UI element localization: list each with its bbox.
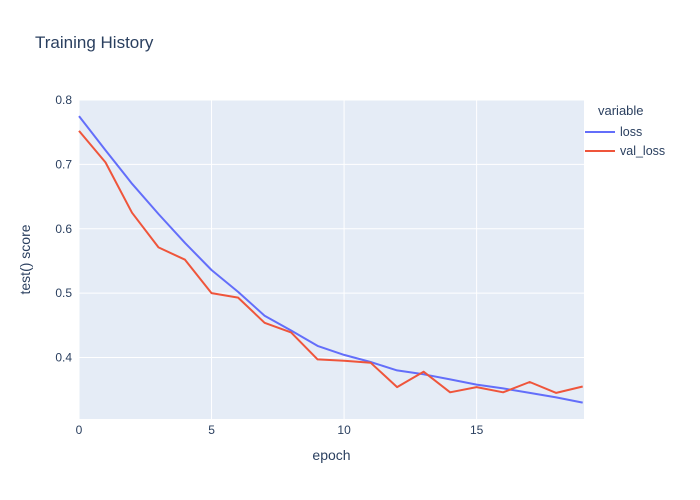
y-tick-label: 0.6 (55, 222, 72, 236)
y-tick-label: 0.5 (55, 286, 72, 300)
val-loss-line-swatch (585, 149, 615, 152)
y-axis-tick-labels: 0.4 0.5 0.6 0.7 0.8 (55, 93, 72, 365)
x-axis-title: epoch (312, 447, 350, 463)
x-axis-tick-labels: 0 5 10 15 (76, 423, 484, 437)
legend-title: variable (598, 103, 644, 118)
plot-area[interactable] (79, 100, 584, 419)
x-tick-label: 5 (208, 423, 215, 437)
x-tick-label: 15 (470, 423, 484, 437)
legend-label-loss: loss (620, 124, 643, 139)
val-loss-line[interactable] (78, 130, 583, 394)
gridlines (78, 99, 584, 419)
series-lines (78, 115, 583, 404)
legend-item-val-loss[interactable]: val_loss (585, 141, 665, 160)
x-tick-label: 10 (337, 423, 351, 437)
chart-title: Training History (35, 33, 154, 52)
y-tick-label: 0.7 (55, 157, 72, 171)
loss-line[interactable] (78, 115, 583, 404)
y-axis-title: test() score (17, 224, 33, 294)
y-tick-label: 0.8 (55, 93, 72, 107)
y-tick-label: 0.4 (55, 351, 72, 365)
legend-label-val-loss: val_loss (620, 143, 666, 158)
x-tick-label: 0 (76, 423, 83, 437)
loss-line-swatch (585, 130, 615, 133)
legend-item-loss[interactable]: loss (585, 122, 665, 141)
legend: variable loss val_loss (585, 103, 665, 160)
